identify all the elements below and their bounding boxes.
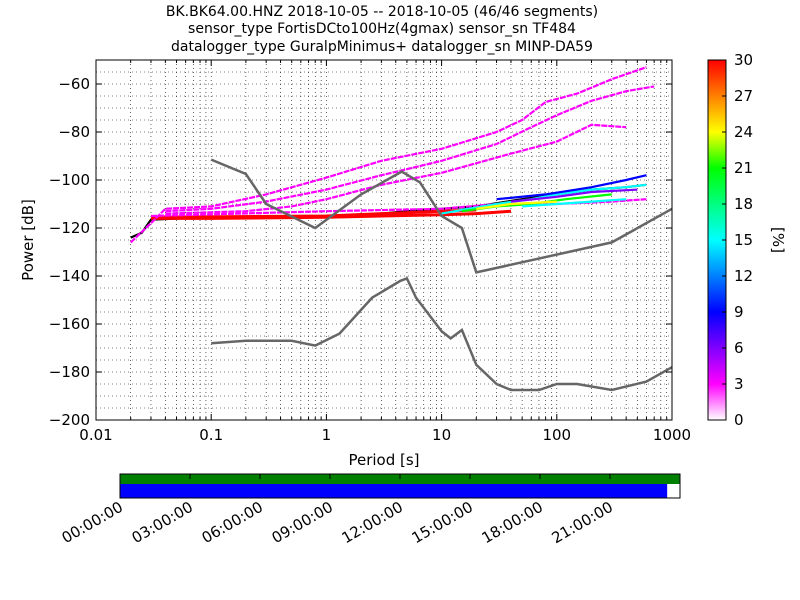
psd-trace-4: [165, 85, 655, 213]
figure-title-line-1: BK.BK64.00.HNZ 2018-10-05 -- 2018-10-05 …: [166, 4, 598, 20]
colorbar-tick-label: 0: [734, 411, 744, 429]
y-tick-label: −180: [49, 363, 90, 381]
x-tick-label: 1: [322, 426, 332, 444]
psd-traces: [129, 66, 655, 244]
availability-time-label: 15:00:00: [409, 498, 476, 547]
y-tick-label: −60: [58, 75, 90, 93]
noise-model-curves: [210, 158, 673, 392]
availability-time-label: 09:00:00: [269, 498, 336, 547]
plot-frame: [95, 59, 673, 421]
y-axis-label: Power [dB]: [19, 199, 37, 281]
availability-time-label: 21:00:00: [549, 498, 616, 547]
data-availability-bar: 00:00:00 03:00:00 06:00:00 09:00:00 12:00:00…: [59, 473, 681, 547]
colorbar-ticks: 0 3 6 9 12 15 18 21 24 27 30: [722, 51, 753, 429]
colorbar-tick-label: 6: [734, 339, 744, 357]
y-tick-label: −80: [58, 123, 90, 141]
colorbar-tick-label: 21: [734, 159, 753, 177]
y-axis-ticks: −200 −180 −160 −140 −120 −100 −80 −60: [49, 75, 672, 429]
availability-time-label: 06:00:00: [199, 498, 266, 547]
colorbar-tick-label: 15: [734, 231, 753, 249]
x-tick-label: 0.1: [199, 426, 223, 444]
availability-time-label: 12:00:00: [339, 498, 406, 547]
availability-segment-1: [120, 484, 668, 498]
colorbar-tick-label: 12: [734, 267, 753, 285]
colorbar: 0 3 6 9 12 15 18 21 24 27 30 [%]: [707, 51, 787, 429]
colorbar-tick-label: 9: [734, 303, 744, 321]
noise-model-curve-1: [211, 276, 673, 392]
availability-time-label: 18:00:00: [479, 498, 546, 547]
colorbar-tick-label: 3: [734, 375, 744, 393]
figure-title-line-2: sensor_type FortisDCto100Hz(4gmax) senso…: [188, 21, 576, 37]
colorbar-tick-label: 18: [734, 195, 753, 213]
colorbar-tick-label: 24: [734, 123, 753, 141]
psd-trace-12: [522, 198, 627, 208]
plot-grid: [96, 60, 672, 420]
psd-trace-1: [151, 209, 512, 220]
y-tick-label: −100: [49, 171, 90, 189]
y-tick-label: −140: [49, 267, 90, 285]
noise-model-curve-0: [210, 158, 673, 274]
psd-trace-7: [441, 183, 647, 215]
availability-time-label: 00:00:00: [59, 498, 126, 547]
psd-plot-area: 0.01 0.1 1 10 100 1000 −200 −180 −160 −140 −120 −1…: [19, 59, 691, 469]
x-tick-label: 10: [432, 426, 451, 444]
psd-trace-3: [129, 66, 647, 244]
x-tick-label: 0.01: [79, 426, 112, 444]
psd-trace-11: [510, 188, 638, 203]
figure-title-line-3: datalogger_type GuralpMinimus+ datalogge…: [171, 39, 593, 55]
y-tick-label: −120: [49, 219, 90, 237]
x-tick-label: 100: [542, 426, 571, 444]
psd-trace-5: [165, 123, 627, 215]
x-tick-label: 1000: [653, 426, 691, 444]
availability-time-label: 03:00:00: [129, 498, 196, 547]
colorbar-label: [%]: [769, 227, 787, 253]
psd-trace-8: [496, 174, 647, 201]
y-tick-label: −160: [49, 315, 90, 333]
x-axis-label: Period [s]: [348, 451, 419, 469]
colorbar-tick-label: 30: [734, 51, 753, 69]
y-tick-label: −200: [49, 411, 90, 429]
colorbar-tick-label: 27: [734, 87, 753, 105]
psd-trace-10: [476, 200, 557, 210]
